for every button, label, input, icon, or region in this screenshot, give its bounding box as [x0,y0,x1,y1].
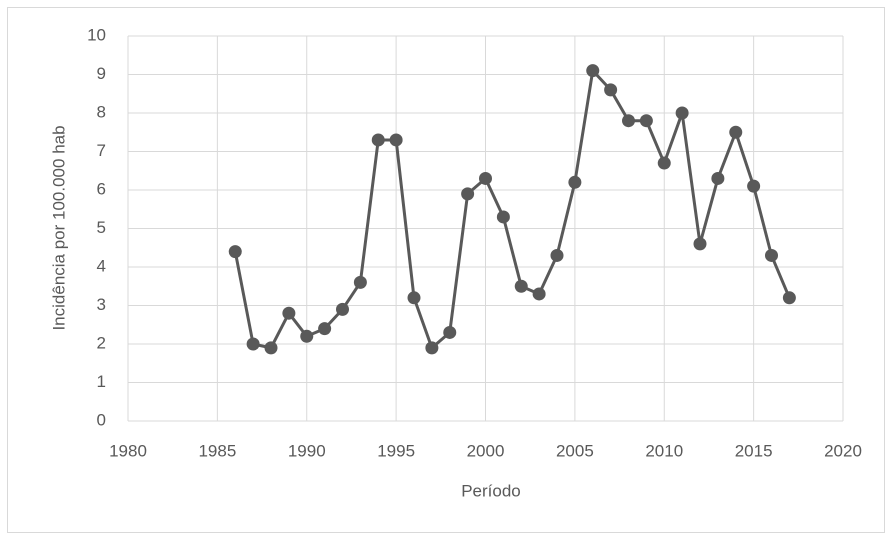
x-tick-label: 2015 [735,441,773,460]
data-point [622,114,635,128]
data-point [586,64,600,78]
data-point [568,175,582,189]
y-tick-label: 1 [97,372,106,391]
y-tick-label: 10 [87,25,106,44]
x-tick-label: 1995 [377,441,415,460]
data-point [336,302,349,316]
data-point [550,248,564,262]
data-point [479,171,492,185]
data-point [407,291,421,305]
y-tick-label: 6 [97,179,106,198]
y-tick-label: 8 [97,102,106,121]
y-tick-label: 9 [97,64,106,83]
y-tick-label: 7 [97,141,106,160]
data-point [693,237,707,251]
y-tick-label: 3 [97,295,106,314]
data-point [747,179,761,193]
series-line [233,69,791,350]
y-tick-label: 5 [97,218,106,237]
data-point [461,187,475,201]
y-tick-label: 0 [97,410,106,429]
x-tick-label: 2020 [824,441,862,460]
data-point [514,279,528,293]
data-point [729,125,743,139]
y-tick-label: 2 [97,333,106,352]
data-point [604,83,618,97]
x-tick-label: 1985 [198,441,236,460]
data-point [282,306,296,320]
data-point [765,248,778,262]
data-point [782,291,796,305]
data-point [425,341,439,355]
data-point [657,156,671,170]
data-point [300,329,314,343]
x-tick-label: 2000 [467,441,505,460]
data-point [228,245,242,259]
data-point [496,210,510,224]
x-tick-label: 2005 [556,441,594,460]
x-tick-label: 2010 [645,441,683,460]
x-tick-label: 1990 [288,441,326,460]
data-point [353,275,367,289]
data-point [639,114,653,128]
x-tick-label: 1980 [109,441,147,460]
x-axis-label: Período [461,481,521,500]
y-axis-label: Incidência por 100.000 hab [49,125,68,330]
data-point [443,325,457,339]
data-point [371,133,385,147]
y-tick-label: 4 [97,256,106,275]
data-point [389,133,403,147]
data-point [246,337,260,351]
data-point [675,106,689,120]
data-point [318,322,332,336]
data-point [532,287,546,301]
data-point [711,171,725,185]
data-point [264,341,278,355]
